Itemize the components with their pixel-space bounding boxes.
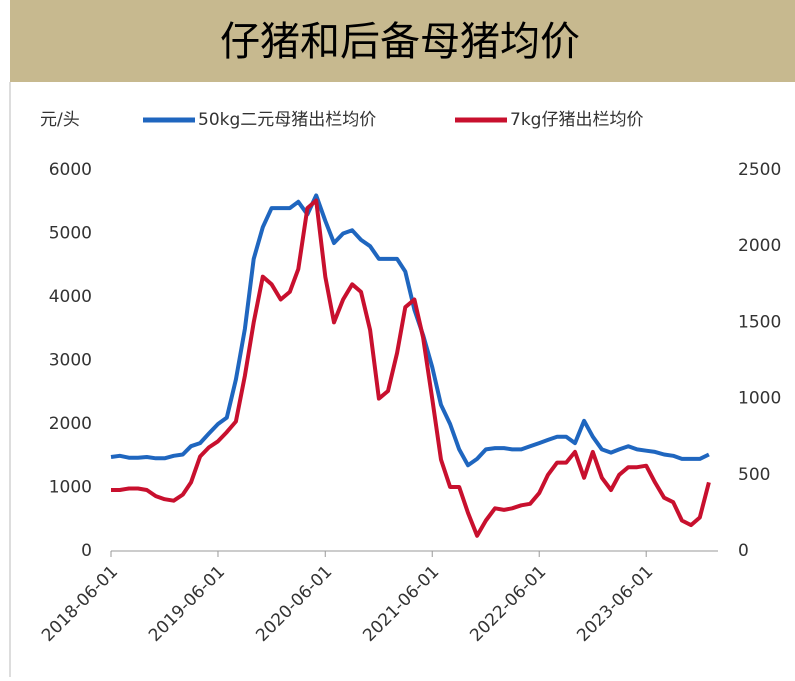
y2-tick-label: 2000 bbox=[738, 236, 781, 256]
y-tick-label: 3000 bbox=[49, 351, 92, 371]
y-tick-label: 1000 bbox=[49, 478, 92, 498]
header-band bbox=[10, 0, 795, 82]
y2-tick-label: 2500 bbox=[738, 160, 781, 180]
chart-title: 仔猪和后备母猪均价 bbox=[220, 19, 580, 65]
y2-tick-label: 1000 bbox=[738, 389, 781, 409]
y-tick-label: 4000 bbox=[49, 287, 92, 307]
legend-label: 50kg二元母猪出栏均价 bbox=[198, 110, 376, 130]
x-tick-label: 2020-06-01 bbox=[252, 562, 336, 646]
x-tick-label: 2018-06-01 bbox=[38, 562, 122, 646]
y2-tick-label: 0 bbox=[738, 541, 749, 561]
y2-tick-label: 1500 bbox=[738, 312, 781, 332]
y-tick-label: 6000 bbox=[49, 160, 92, 180]
y-axis-label: 元/头 bbox=[40, 110, 80, 130]
legend-label: 7kg仔猪出栏均价 bbox=[510, 110, 643, 130]
x-tick-label: 2021-06-01 bbox=[359, 562, 443, 646]
y-tick-label: 0 bbox=[81, 541, 92, 561]
y2-tick-label: 500 bbox=[738, 465, 770, 485]
y-tick-label: 2000 bbox=[49, 414, 92, 434]
x-tick-label: 2022-06-01 bbox=[466, 562, 550, 646]
series-line bbox=[111, 198, 711, 538]
series-line bbox=[110, 193, 710, 468]
x-tick-label: 2019-06-01 bbox=[145, 562, 229, 646]
x-tick-label: 2023-06-01 bbox=[573, 562, 657, 646]
y-tick-label: 5000 bbox=[49, 224, 92, 244]
